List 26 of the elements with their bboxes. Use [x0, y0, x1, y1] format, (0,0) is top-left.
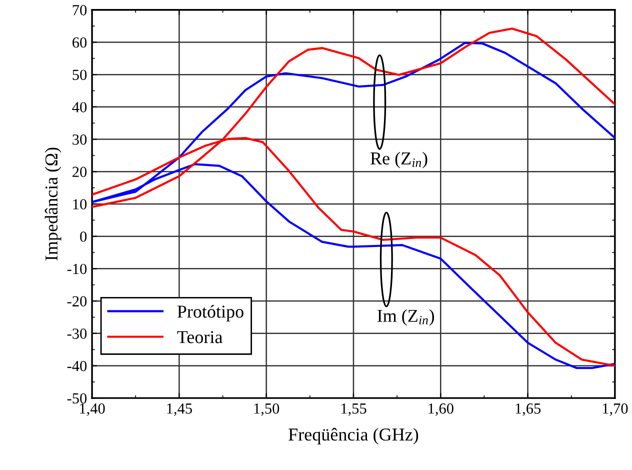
- y-tick-label: 30: [72, 134, 87, 145]
- y-tick-label: 40: [72, 102, 87, 112]
- x-axis-title: Freqüência (GHz): [288, 428, 418, 444]
- x-tick-label: 1,60: [428, 403, 454, 416]
- y-tick-label: -50: [67, 393, 87, 404]
- y-tick-label: -10: [67, 264, 87, 274]
- y-tick-label: 70: [72, 5, 87, 16]
- y-tick-label: 60: [72, 37, 87, 48]
- x-tick-label: 1,55: [341, 403, 366, 416]
- annotation: Im (Z$_{in}$): [377, 309, 434, 326]
- legend-label: Teoria: [177, 331, 222, 344]
- y-tick-label: 10: [73, 199, 87, 210]
- y-tick-label: -40: [67, 360, 87, 372]
- y-tick-label: 50: [72, 70, 87, 80]
- x-tick-label: 1,40: [80, 403, 105, 416]
- y-axis-title: Impedância (Ω): [44, 148, 62, 260]
- y-tick-label: 20: [72, 166, 87, 178]
- x-tick-label: 1,65: [516, 403, 541, 416]
- x-tick-label: 1,70: [602, 403, 628, 416]
- y-tick-label: 0: [80, 231, 87, 242]
- y-tick-label: -20: [67, 296, 87, 306]
- x-tick-label: 1,45: [167, 403, 192, 416]
- x-tick-label: 1,50: [254, 403, 280, 416]
- y-tick-label: -30: [67, 328, 87, 339]
- legend-label: Protótipo: [177, 304, 244, 322]
- annotation: Re (Z$_{in}$): [370, 152, 428, 168]
